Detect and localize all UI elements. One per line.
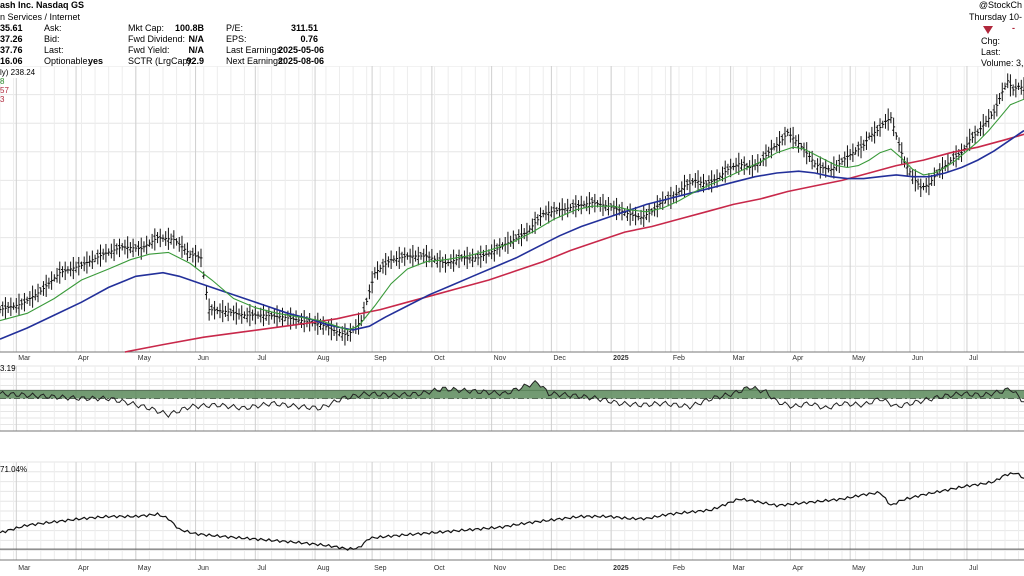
panel2-label: 3.19 bbox=[0, 364, 16, 373]
stat-value: 100.8B bbox=[174, 23, 204, 33]
month-tick-label: 2025 bbox=[613, 355, 629, 362]
chart-subtitle: n Services / Internet bbox=[0, 12, 81, 22]
month-tick-label: Jul bbox=[257, 355, 266, 362]
stat-label: Mkt Cap: bbox=[128, 23, 165, 33]
stat-value: N/A bbox=[188, 45, 205, 55]
month-tick-label: Jul bbox=[969, 355, 978, 362]
header: ash Inc. Nasdaq GS n Services / Internet… bbox=[0, 0, 1024, 68]
oscillator-line bbox=[0, 379, 1024, 419]
chart-title: ash Inc. Nasdaq GS bbox=[0, 0, 85, 10]
month-tick-label: Aug bbox=[317, 565, 330, 572]
month-tick-label: Mar bbox=[18, 355, 31, 362]
month-tick-label: Jun bbox=[912, 565, 923, 572]
optionable-flag: yes bbox=[88, 56, 104, 66]
month-tick-label: Mar bbox=[733, 355, 746, 362]
stat-value: 16.06 bbox=[0, 56, 23, 66]
month-tick-label: Apr bbox=[78, 355, 90, 362]
stat-label: Next Earnings: bbox=[226, 56, 286, 66]
stat-label: SCTR (LrgCap): bbox=[128, 56, 194, 66]
month-tick-label: Dec bbox=[553, 355, 566, 362]
legend-row: 57 bbox=[0, 86, 9, 95]
stat-value: 0.76 bbox=[300, 34, 318, 44]
month-tick-label: Jun bbox=[912, 355, 923, 362]
month-tick-label: Jul bbox=[969, 565, 978, 572]
stat-value: 37.26 bbox=[0, 34, 23, 44]
month-tick-label: May bbox=[852, 565, 866, 572]
change-value: - bbox=[1012, 23, 1015, 33]
stat-label: Fwd Dividend: bbox=[128, 34, 186, 44]
month-tick-label: 2025 bbox=[613, 565, 629, 572]
month-tick-label: Oct bbox=[434, 565, 445, 572]
stat-label: EPS: bbox=[226, 34, 247, 44]
down-arrow-icon bbox=[983, 26, 993, 34]
stat-label: Last: bbox=[44, 45, 64, 55]
month-tick-label: Nov bbox=[494, 355, 507, 362]
stat-value: 37.76 bbox=[0, 45, 23, 55]
stat-label: Bid: bbox=[44, 34, 60, 44]
moving-average-short bbox=[0, 98, 1024, 331]
month-tick-label: Mar bbox=[733, 565, 746, 572]
oscillator-fill bbox=[0, 380, 1024, 399]
month-tick-label: Feb bbox=[673, 565, 685, 572]
stat-value: 92.9 bbox=[186, 56, 204, 66]
month-tick-label: Jul bbox=[257, 565, 266, 572]
moving-average-mid bbox=[0, 129, 1024, 340]
date-label: Thursday 10- bbox=[968, 12, 1022, 22]
stat-value: 311.51 bbox=[290, 23, 318, 33]
stat-value: 35.61 bbox=[0, 23, 23, 33]
stat-label: Ask: bbox=[44, 23, 62, 33]
legend-row: 8 bbox=[0, 77, 5, 86]
month-tick-label: May bbox=[138, 355, 152, 362]
chg-label: Chg: bbox=[981, 36, 1001, 46]
moving-average-long bbox=[124, 133, 1024, 353]
volume-label: Volume: 3,2 bbox=[981, 58, 1024, 68]
month-tick-label: May bbox=[852, 355, 866, 362]
legend-row: 3 bbox=[0, 95, 5, 104]
performance-line bbox=[0, 472, 1024, 551]
month-tick-label: Sep bbox=[374, 355, 387, 362]
last-label: Last: bbox=[981, 47, 1001, 57]
month-tick-label: Jun bbox=[198, 565, 209, 572]
stat-value: 2025-08-06 bbox=[278, 56, 325, 66]
stat-label: Last Earnings: bbox=[226, 45, 284, 55]
month-tick-label: May bbox=[138, 565, 152, 572]
month-tick-label: Oct bbox=[434, 355, 445, 362]
month-tick-label: Dec bbox=[553, 565, 566, 572]
month-tick-label: Apr bbox=[792, 355, 804, 362]
month-tick-label: Apr bbox=[78, 565, 90, 572]
month-tick-label: Apr bbox=[792, 565, 804, 572]
stat-label: Fwd Yield: bbox=[128, 45, 170, 55]
stat-value: 2025-05-06 bbox=[278, 45, 325, 55]
month-tick-label: Sep bbox=[374, 565, 387, 572]
month-tick-label: Nov bbox=[494, 565, 507, 572]
month-tick-label: Mar bbox=[18, 565, 31, 572]
month-tick-label: Feb bbox=[673, 355, 685, 362]
panel3-label: 71.04% bbox=[0, 465, 28, 474]
month-tick-label: Aug bbox=[317, 355, 330, 362]
watermark: @StockCh bbox=[978, 0, 1022, 10]
month-tick-label: Jun bbox=[198, 355, 209, 362]
stat-value: N/A bbox=[188, 34, 205, 44]
stat-label: Optionable: bbox=[44, 56, 91, 66]
legend-main: ly) 238.24 bbox=[0, 67, 36, 78]
stat-label: P/E: bbox=[226, 23, 244, 33]
